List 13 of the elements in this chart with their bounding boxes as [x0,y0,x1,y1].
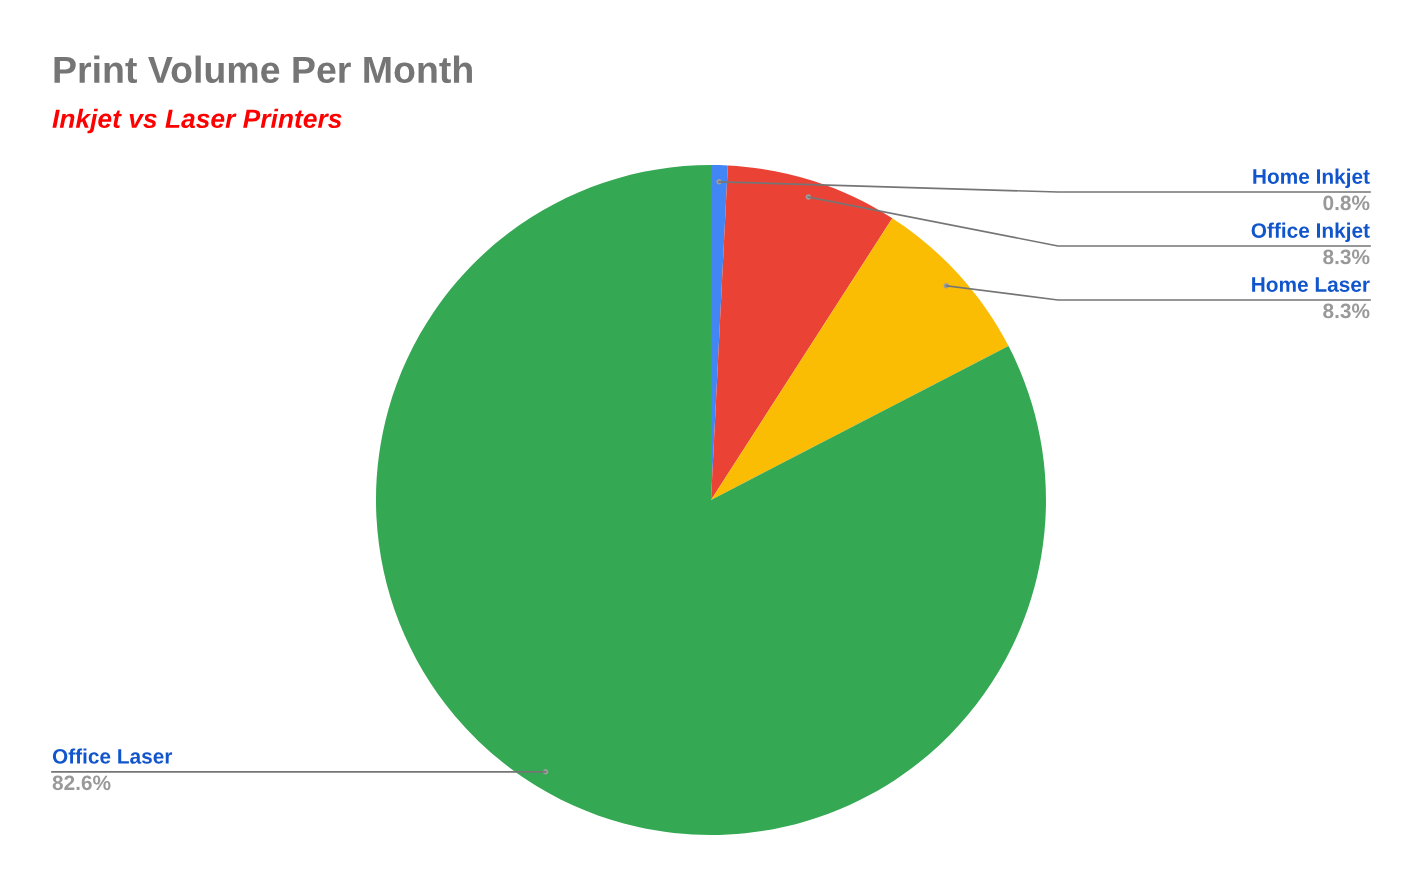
data-label: 8.3% [1323,249,1370,265]
slice-label: Home Laser [1252,277,1370,292]
slice-label: Office Laser [52,748,173,764]
data-label: 82.6% [52,775,111,791]
chart-subtitle: Inkjet vs Laser Printers [52,108,342,134]
pie-slice [711,218,1009,500]
pie-slice [376,165,1046,835]
chart-title: Print Volume Per Month [54,55,472,84]
data-label: 0.8% [1323,195,1370,211]
data-label: 8.3% [1323,303,1370,319]
slice-label: Office Inkjet [1251,222,1370,242]
pie-slice [711,165,893,500]
slice-label: Home Inkjet [1253,168,1370,188]
